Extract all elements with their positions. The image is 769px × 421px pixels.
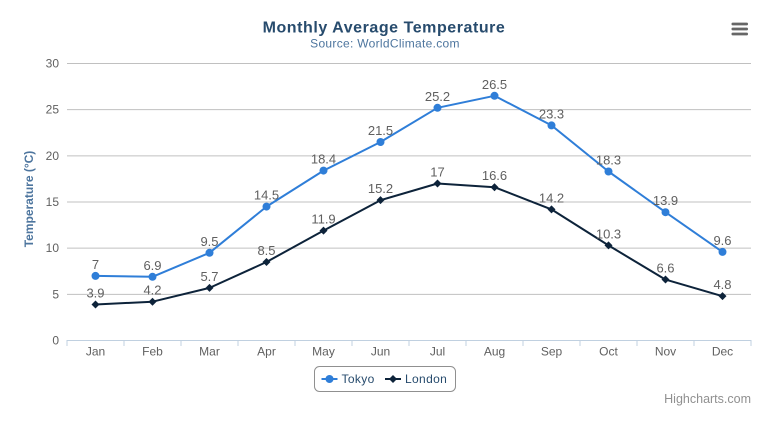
svg-text:25: 25	[46, 103, 60, 117]
svg-text:4.8: 4.8	[713, 277, 731, 292]
svg-text:18.4: 18.4	[311, 152, 336, 167]
svg-text:26.5: 26.5	[482, 77, 507, 92]
svg-text:Jun: Jun	[371, 345, 390, 359]
svg-text:23.3: 23.3	[539, 106, 564, 121]
svg-text:3.9: 3.9	[86, 286, 104, 301]
svg-text:Apr: Apr	[257, 345, 276, 359]
svg-text:4.2: 4.2	[143, 283, 161, 298]
svg-text:9.6: 9.6	[713, 233, 731, 248]
svg-text:Temperature (°C): Temperature (°C)	[22, 151, 36, 248]
svg-text:17: 17	[430, 165, 444, 180]
svg-text:7: 7	[92, 257, 99, 272]
svg-text:15.2: 15.2	[368, 181, 393, 196]
svg-text:Aug: Aug	[484, 345, 505, 359]
svg-text:Jan: Jan	[86, 345, 105, 359]
svg-text:Feb: Feb	[142, 345, 163, 359]
svg-text:Source: WorldClimate.com: Source: WorldClimate.com	[310, 37, 460, 51]
svg-text:May: May	[312, 345, 335, 359]
svg-text:Highcharts.com: Highcharts.com	[664, 392, 751, 406]
svg-text:6.9: 6.9	[143, 258, 161, 273]
svg-text:13.9: 13.9	[653, 193, 678, 208]
svg-text:0: 0	[52, 334, 59, 348]
svg-text:14.2: 14.2	[539, 190, 564, 205]
svg-text:Mar: Mar	[199, 345, 220, 359]
svg-text:Dec: Dec	[712, 345, 733, 359]
svg-text:Jul: Jul	[430, 345, 445, 359]
svg-text:London: London	[405, 372, 447, 386]
svg-text:5.7: 5.7	[200, 269, 218, 284]
svg-text:21.5: 21.5	[368, 123, 393, 138]
svg-text:Oct: Oct	[599, 345, 618, 359]
svg-text:15: 15	[46, 195, 60, 209]
svg-text:20: 20	[46, 149, 60, 163]
svg-text:9.5: 9.5	[200, 234, 218, 249]
svg-text:30: 30	[46, 57, 60, 71]
svg-text:18.3: 18.3	[596, 153, 621, 168]
svg-text:Monthly Average Temperature: Monthly Average Temperature	[263, 19, 506, 36]
svg-text:5: 5	[52, 287, 59, 301]
svg-text:11.9: 11.9	[311, 212, 335, 227]
svg-text:25.2: 25.2	[425, 89, 450, 104]
svg-text:6.6: 6.6	[656, 261, 674, 276]
svg-text:Nov: Nov	[655, 345, 676, 359]
svg-text:10: 10	[46, 241, 60, 255]
svg-text:16.6: 16.6	[482, 168, 507, 183]
svg-text:8.5: 8.5	[257, 243, 275, 258]
svg-text:14.5: 14.5	[254, 188, 279, 203]
svg-text:Sep: Sep	[541, 345, 563, 359]
svg-text:Tokyo: Tokyo	[342, 372, 375, 386]
svg-text:10.3: 10.3	[596, 226, 621, 241]
